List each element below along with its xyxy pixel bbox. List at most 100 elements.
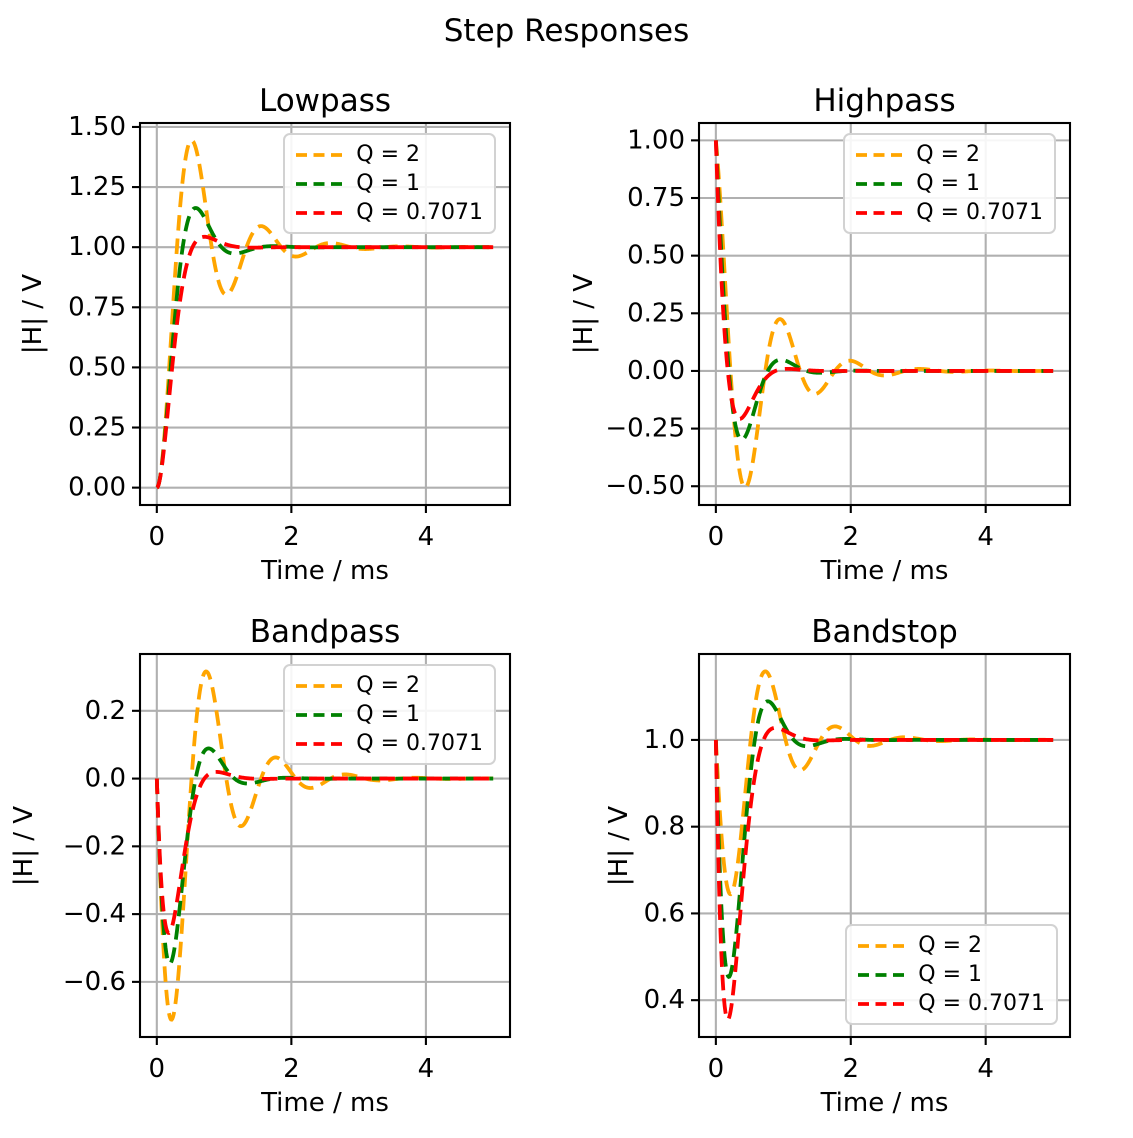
y-tick-label: 1.00 bbox=[68, 232, 126, 262]
legend-line-sample bbox=[296, 210, 345, 215]
curve-bandpass-Q-0.7071 bbox=[154, 770, 494, 936]
x-tick-label: 4 bbox=[418, 1054, 435, 1084]
subplot-bandstop: Bandstop |H| / V 0 2 4 0.4 0.6 0.8 1.0 Time / … bbox=[604, 614, 1072, 1118]
legend-item: Q = 2 bbox=[858, 933, 1045, 958]
legend-label: Q = 0.7071 bbox=[918, 991, 1045, 1016]
plot-area-lowpass: 0 2 4 0.00 0.25 0.50 0.75 1.00 1.25 1.50 bbox=[68, 112, 512, 552]
legend: Q = 2 Q = 1 Q = 0.7071 bbox=[283, 133, 496, 234]
y-tick-label: 0.8 bbox=[644, 812, 685, 842]
legend-line-sample bbox=[856, 152, 905, 157]
legend-line-sample bbox=[858, 1001, 907, 1006]
legend-label: Q = 0.7071 bbox=[356, 200, 483, 225]
subplot-bandpass: Bandpass |H| / V 0 2 4 −0.6 −0.4 −0.2 0.0 0.2 T… bbox=[9, 614, 512, 1118]
legend-line-sample bbox=[856, 210, 905, 215]
legend-line-sample bbox=[858, 972, 907, 977]
legend-item: Q = 2 bbox=[296, 142, 483, 167]
y-tick-label: −0.6 bbox=[63, 967, 126, 997]
y-tick-label: 0.00 bbox=[627, 356, 685, 386]
legend-label: Q = 0.7071 bbox=[356, 731, 483, 756]
y-tick-label: 0.2 bbox=[85, 696, 126, 726]
legend-item: Q = 0.7071 bbox=[296, 731, 483, 756]
x-tick-label: 2 bbox=[283, 1054, 300, 1084]
legend-item: Q = 0.7071 bbox=[858, 991, 1045, 1016]
legend-line-sample bbox=[296, 712, 345, 717]
curve-lowpass-Q-1 bbox=[155, 206, 494, 490]
legend-item: Q = 2 bbox=[856, 142, 1043, 167]
x-tick-label: 2 bbox=[842, 522, 859, 552]
x-tick-label: 0 bbox=[708, 1054, 725, 1084]
legend-line-sample bbox=[296, 152, 345, 157]
subplot-title-bandpass: Bandpass bbox=[249, 614, 401, 650]
curve-bandstop-Q-0.7071 bbox=[713, 725, 1054, 1022]
x-axis-label: Time / ms bbox=[261, 556, 389, 586]
legend-line-sample bbox=[296, 683, 345, 688]
y-axis-label: |H| / V bbox=[18, 273, 48, 355]
legend: Q = 2 Q = 1 Q = 0.7071 bbox=[845, 924, 1058, 1025]
legend: Q = 2 Q = 1 Q = 0.7071 bbox=[843, 133, 1056, 234]
y-tick-label: 0.50 bbox=[68, 352, 126, 382]
x-tick-label: 0 bbox=[708, 522, 725, 552]
legend-item: Q = 0.7071 bbox=[856, 200, 1043, 225]
subplot-title-lowpass: Lowpass bbox=[258, 83, 392, 119]
y-tick-label: 1.00 bbox=[627, 125, 685, 155]
legend-label: Q = 2 bbox=[916, 142, 981, 167]
legend-label: Q = 1 bbox=[356, 171, 421, 196]
legend-label: Q = 2 bbox=[356, 673, 421, 698]
legend-line-sample bbox=[856, 181, 905, 186]
x-axis-label: Time / ms bbox=[820, 1088, 949, 1118]
legend: Q = 2 Q = 1 Q = 0.7071 bbox=[283, 664, 496, 765]
x-tick-label: 2 bbox=[283, 522, 300, 552]
legend-label: Q = 1 bbox=[918, 962, 983, 987]
y-tick-label: −0.25 bbox=[605, 414, 685, 444]
subplot-lowpass: Lowpass |H| / V 0 2 4 0.00 0.25 0.50 0.75 1.00 1… bbox=[18, 83, 512, 586]
y-tick-label: 0.75 bbox=[68, 292, 126, 322]
y-tick-label: 0.25 bbox=[627, 298, 685, 328]
axes-spines bbox=[138, 121, 512, 507]
plot-area-bandpass: 0 2 4 −0.6 −0.4 −0.2 0.0 0.2 bbox=[63, 652, 512, 1084]
curve-lowpass-Q-0.7071 bbox=[155, 234, 494, 490]
legend-item: Q = 1 bbox=[856, 171, 1043, 196]
x-tick-label: 2 bbox=[842, 1054, 859, 1084]
curve-bandpass-Q-1 bbox=[154, 746, 494, 966]
legend-item: Q = 1 bbox=[296, 702, 483, 727]
curve-highpass-Q-0.7071 bbox=[713, 140, 1054, 421]
y-tick-label: −0.50 bbox=[605, 471, 685, 501]
y-tick-label: 1.0 bbox=[644, 725, 685, 755]
legend-label: Q = 2 bbox=[918, 933, 983, 958]
legend-label: Q = 1 bbox=[916, 171, 981, 196]
y-tick-label: 0.25 bbox=[68, 413, 126, 443]
axes-spines bbox=[697, 652, 1072, 1039]
y-tick-label: 1.50 bbox=[68, 112, 126, 142]
y-tick-label: 0.75 bbox=[627, 183, 685, 213]
x-tick-label: 4 bbox=[977, 522, 994, 552]
legend-label: Q = 2 bbox=[356, 142, 421, 167]
legend-item: Q = 2 bbox=[296, 673, 483, 698]
y-tick-label: −0.2 bbox=[63, 831, 126, 861]
x-tick-label: 4 bbox=[418, 522, 435, 552]
y-axis-label: |H| / V bbox=[569, 273, 599, 355]
y-axis-label: |H| / V bbox=[9, 805, 39, 886]
plot-area-highpass: 0 2 4 −0.50 −0.25 0.00 0.25 0.50 0.75 1.00 bbox=[605, 121, 1072, 552]
y-tick-label: 0.4 bbox=[644, 985, 685, 1015]
legend-line-sample bbox=[296, 181, 345, 186]
legend-item: Q = 1 bbox=[858, 962, 1045, 987]
y-tick-label: 0.6 bbox=[644, 898, 685, 928]
y-tick-label: 0.0 bbox=[85, 764, 126, 794]
plot-area-bandstop: 0 2 4 0.4 0.6 0.8 1.0 bbox=[644, 652, 1072, 1084]
legend-line-sample bbox=[858, 943, 907, 948]
legend-item: Q = 0.7071 bbox=[296, 200, 483, 225]
x-tick-label: 0 bbox=[149, 522, 166, 552]
y-tick-label: 1.25 bbox=[68, 172, 126, 202]
subplot-title-highpass: Highpass bbox=[813, 83, 956, 119]
figure-suptitle: Step Responses bbox=[443, 13, 690, 49]
y-tick-label: 0.50 bbox=[627, 241, 685, 271]
legend-label: Q = 1 bbox=[356, 702, 421, 727]
x-tick-label: 4 bbox=[977, 1054, 994, 1084]
x-axis-label: Time / ms bbox=[820, 556, 949, 586]
x-tick-label: 0 bbox=[149, 1054, 166, 1084]
legend-item: Q = 1 bbox=[296, 171, 483, 196]
legend-label: Q = 0.7071 bbox=[916, 200, 1043, 225]
subplot-title-bandstop: Bandstop bbox=[811, 614, 958, 650]
curve-bandstop-Q-2 bbox=[713, 669, 1054, 897]
